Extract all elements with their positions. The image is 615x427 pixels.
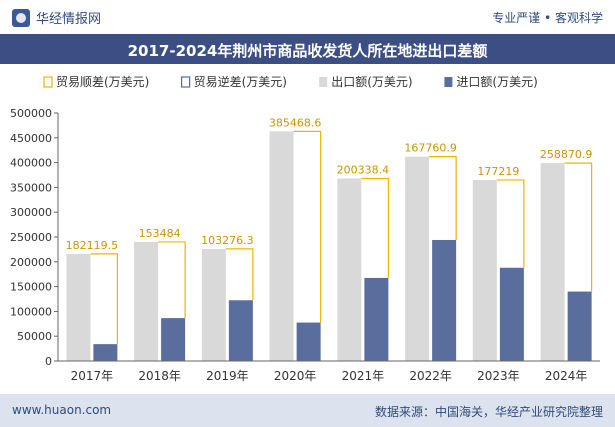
surplus-data-label: 103276.3 <box>201 234 254 247</box>
y-tick-label: 0 <box>45 355 52 368</box>
import-bar <box>228 300 253 361</box>
surplus-bracket <box>429 156 457 240</box>
legend-item-3: 进口额(万美元) <box>444 75 538 89</box>
x-tick-label: 2024年 <box>545 369 588 383</box>
x-tick-label: 2018年 <box>138 369 181 383</box>
surplus-data-label: 258870.9 <box>540 148 593 161</box>
legend-swatch <box>181 76 191 88</box>
y-tick-label: 350000 <box>10 181 52 194</box>
surplus-bracket <box>158 241 186 319</box>
surplus-bracket <box>361 177 389 278</box>
slogan: 专业严谨 • 客观科学 <box>492 11 603 25</box>
surplus-data-label: 200338.4 <box>337 163 390 176</box>
surplus-bracket <box>564 162 593 292</box>
y-tick-label: 450000 <box>10 132 52 145</box>
x-axis: 2017年 2018年 2019年 2020年 2021年 2022年 2023年 2024年 <box>58 360 600 383</box>
legend-label: 贸易逆差(万美元) <box>194 74 287 89</box>
export-bar <box>66 253 91 361</box>
export-bar <box>269 131 294 361</box>
y-axis: 0 50000 100000 150000 200000 250000 300000 3500… <box>10 107 59 368</box>
surplus-bracket <box>496 179 525 268</box>
y-tick-label: 400000 <box>10 157 52 170</box>
legend-label: 贸易顺差(万美元) <box>56 75 149 89</box>
x-tick-label: 2017年 <box>71 369 114 383</box>
legend-label: 进口额(万美元) <box>456 75 537 89</box>
import-bar <box>161 318 186 361</box>
brand: 华经情报网 <box>12 8 101 27</box>
surplus-bracket <box>90 253 118 345</box>
brand-name: 华经情报网 <box>36 12 102 27</box>
import-bar <box>567 291 592 361</box>
surplus-data-label: 153484 <box>139 227 181 240</box>
import-bar <box>296 322 321 361</box>
legend-item-1: 贸易逆差(万美元) <box>181 74 287 89</box>
surplus-bracket <box>225 248 254 301</box>
export-bar <box>134 241 159 361</box>
surplus-data-label: 385468.6 <box>269 116 322 129</box>
y-tick-label: 50000 <box>17 330 52 343</box>
import-bar <box>499 267 524 361</box>
footer: www.huaon.com 数据来源：中国海关，华经产业研究院整理 <box>0 394 615 427</box>
x-tick-label: 2022年 <box>409 369 452 383</box>
legend-label: 出口额(万美元) <box>331 75 412 89</box>
import-bar <box>432 239 457 361</box>
chart-title: 2017-2024年荆州市商品收发货人所在地进出口差额 <box>127 42 488 60</box>
y-tick-label: 250000 <box>10 231 52 244</box>
chart: 贸易顺差(万美元) 贸易逆差(万美元) 出口额(万美元) 进口额(万美元) 0 5000… <box>10 74 600 383</box>
footer-url: www.huaon.com <box>12 403 112 417</box>
bars: 182119.5 153484 103276.3 385468.6 200338.4 16… <box>66 116 593 361</box>
huajing-logo-icon <box>12 8 30 27</box>
y-tick-label: 100000 <box>10 305 52 318</box>
export-bar <box>472 179 497 361</box>
legend-swatch <box>43 76 53 88</box>
surplus-data-label: 177219 <box>477 165 519 178</box>
legend-swatch <box>444 77 453 87</box>
import-bar <box>93 344 118 361</box>
y-tick-label: 500000 <box>10 107 52 120</box>
surplus-data-label: 167760.9 <box>404 142 457 155</box>
y-tick-label: 300000 <box>10 206 52 219</box>
legend: 贸易顺差(万美元) 贸易逆差(万美元) 出口额(万美元) 进口额(万美元) <box>43 74 538 89</box>
export-bar <box>405 156 430 361</box>
legend-swatch <box>319 77 328 87</box>
x-tick-label: 2021年 <box>342 369 385 383</box>
legend-item-2: 出口额(万美元) <box>319 75 413 89</box>
footer-source: 数据来源：中国海关，华经产业研究院整理 <box>374 405 603 419</box>
import-bar <box>364 277 389 361</box>
x-tick-label: 2023年 <box>477 369 520 383</box>
y-tick-label: 150000 <box>10 281 52 294</box>
export-bar <box>337 178 362 361</box>
title-bar: 2017-2024年荆州市商品收发货人所在地进出口差额 <box>0 34 615 64</box>
surplus-bracket <box>293 130 322 323</box>
surplus-data-label: 182119.5 <box>66 239 119 252</box>
x-tick-label: 2019年 <box>206 369 249 383</box>
x-tick-label: 2020年 <box>274 369 317 383</box>
export-bar <box>201 248 226 361</box>
legend-item-0: 贸易顺差(万美元) <box>43 75 149 89</box>
y-tick-label: 200000 <box>10 256 52 269</box>
export-bar <box>540 163 565 361</box>
top-bar: 华经情报网 专业严谨 • 客观科学 <box>0 0 615 34</box>
